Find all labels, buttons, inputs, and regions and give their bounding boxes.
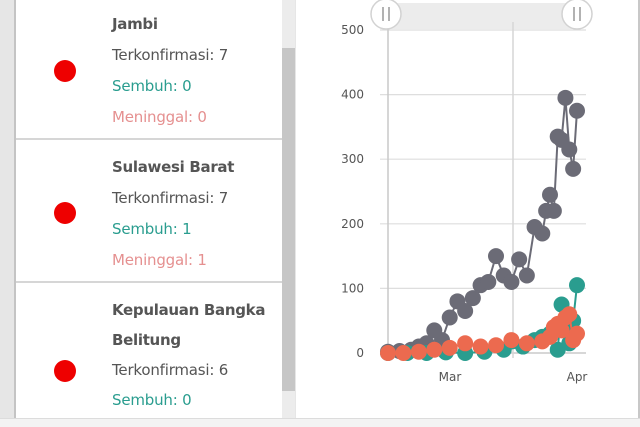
chart-panel: 0 100 200 300 400 500 Mar Apr <box>296 0 640 418</box>
province-name: Sulawesi Barat <box>112 158 235 176</box>
series-meninggal <box>380 306 585 361</box>
data-point[interactable] <box>569 277 585 294</box>
data-point[interactable] <box>488 248 504 265</box>
data-point[interactable] <box>545 202 562 219</box>
data-point[interactable] <box>561 306 578 323</box>
data-point[interactable] <box>553 322 570 339</box>
data-point[interactable] <box>565 160 582 177</box>
status-dot-icon <box>54 360 76 382</box>
data-point[interactable] <box>561 141 578 158</box>
confirmed-count: Terkonfirmasi: 6 <box>112 361 229 379</box>
recovered-count: Sembuh: 0 <box>112 77 192 95</box>
deaths-count: Meninggal: 1 <box>112 251 207 269</box>
province-name-line1: Kepulauan Bangka <box>112 301 266 319</box>
province-card-jambi[interactable]: Jambi Terkonfirmasi: 7 Sembuh: 0 Meningg… <box>16 0 284 140</box>
status-dot-icon <box>54 202 76 224</box>
x-tick-mar: Mar <box>439 370 462 384</box>
province-name-line2: Belitung <box>112 331 181 349</box>
province-list[interactable]: Jambi Terkonfirmasi: 7 Sembuh: 0 Meningg… <box>14 0 284 418</box>
data-point[interactable] <box>395 345 412 361</box>
range-slider-track[interactable] <box>384 3 580 29</box>
range-slider-left-handle[interactable] <box>370 0 402 30</box>
data-point[interactable] <box>441 339 458 356</box>
y-tick-label: 400 <box>341 88 364 102</box>
bottom-edge <box>0 418 640 427</box>
data-point[interactable] <box>426 341 443 358</box>
data-point[interactable] <box>503 332 520 349</box>
y-tick-label: 100 <box>341 281 364 295</box>
data-point[interactable] <box>488 337 504 354</box>
data-point[interactable] <box>557 89 574 106</box>
data-point[interactable] <box>472 338 489 355</box>
data-point[interactable] <box>542 186 558 203</box>
province-name: Jambi <box>112 15 158 33</box>
province-card-sulawesi-barat[interactable]: Sulawesi Barat Terkonfirmasi: 7 Sembuh: … <box>16 140 284 283</box>
data-point[interactable] <box>518 267 535 284</box>
status-dot-icon <box>54 60 76 82</box>
data-point[interactable] <box>534 225 551 242</box>
data-point[interactable] <box>457 303 474 320</box>
data-point[interactable] <box>464 290 481 307</box>
data-point[interactable] <box>518 335 535 352</box>
data-point[interactable] <box>480 273 497 290</box>
x-tick-apr: Apr <box>567 370 588 384</box>
data-series <box>380 89 585 361</box>
y-tick-label: 0 <box>356 346 364 360</box>
time-series-chart: 0 100 200 300 400 500 Mar Apr <box>341 0 593 384</box>
range-slider-right-handle[interactable] <box>561 0 593 30</box>
y-tick-label: 200 <box>341 217 364 231</box>
data-point[interactable] <box>569 325 585 342</box>
data-point[interactable] <box>380 345 396 361</box>
recovered-count: Sembuh: 0 <box>112 391 192 409</box>
y-tick-label: 500 <box>341 23 364 37</box>
data-point[interactable] <box>410 343 427 360</box>
confirmed-count: Terkonfirmasi: 7 <box>112 189 229 207</box>
recovered-count: Sembuh: 1 <box>112 220 192 238</box>
data-point[interactable] <box>503 273 520 290</box>
y-tick-label: 300 <box>341 152 364 166</box>
data-point[interactable] <box>511 251 528 268</box>
confirmed-count: Terkonfirmasi: 7 <box>112 46 229 64</box>
data-point[interactable] <box>457 335 474 352</box>
deaths-count: Meninggal: 0 <box>112 108 207 126</box>
y-axis: 0 100 200 300 400 500 <box>341 23 586 360</box>
data-point[interactable] <box>569 102 585 119</box>
province-card-kepulauan-bangka-belitung[interactable]: Kepulauan Bangka Belitung Terkonfirmasi:… <box>16 283 284 418</box>
data-point[interactable] <box>441 309 458 326</box>
list-scrollbar-thumb[interactable] <box>282 48 295 391</box>
